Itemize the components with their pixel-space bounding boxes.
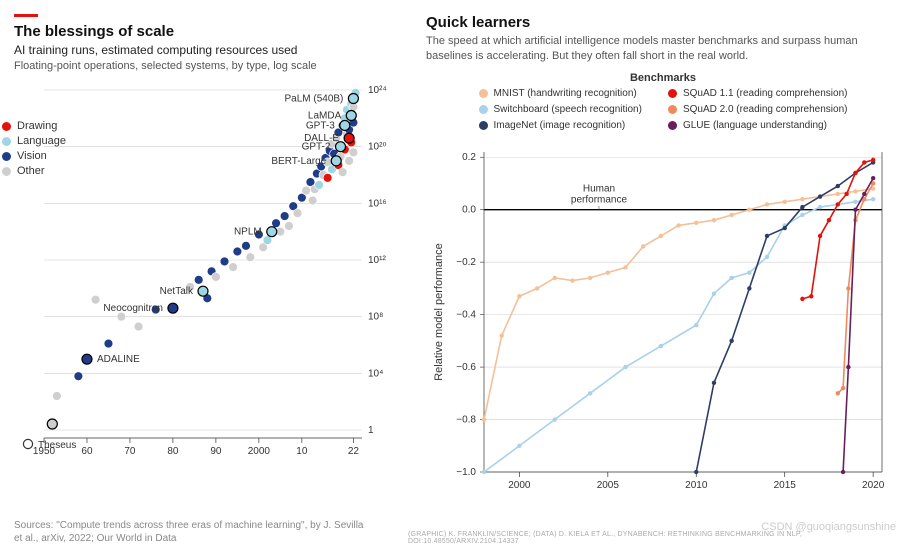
svg-text:ADALINE: ADALINE [97,354,140,365]
right-legend: Benchmarks MNIST (handwriting recognitio… [426,72,900,134]
svg-text:Relative model performance: Relative model performance [433,243,445,381]
legend-item: MNIST (handwriting recognition) [479,88,642,99]
left-panel: The blessings of scale AI training runs,… [0,0,408,551]
svg-text:Neocognitron: Neocognitron [103,303,162,314]
svg-text:1: 1 [368,425,374,436]
legend-item: Drawing [2,120,66,132]
svg-text:−0.6: −0.6 [456,362,476,373]
left-subtitle2: Floating-point operations, selected syst… [14,60,396,72]
left-legend: Drawing Language Vision Other [2,120,66,180]
svg-text:2020: 2020 [862,480,885,491]
legend-item: Vision [2,150,66,162]
legend-item: SQuAD 1.1 (reading comprehension) [668,88,848,99]
svg-text:Human: Human [583,183,615,194]
svg-text:80: 80 [167,446,179,457]
left-sources: Sources: "Compute trends across three er… [14,519,374,545]
svg-text:NPLM: NPLM [234,227,262,238]
svg-text:Theseus: Theseus [38,440,76,451]
right-subtitle: The speed at which artificial intelligen… [426,34,900,64]
left-subtitle: AI training runs, estimated computing re… [14,43,396,57]
svg-text:70: 70 [124,446,136,457]
svg-text:performance: performance [571,194,628,205]
svg-text:2005: 2005 [597,480,620,491]
svg-text:2000: 2000 [248,446,271,457]
svg-text:NetTalk: NetTalk [160,286,194,297]
svg-text:10⁴: 10⁴ [368,368,383,379]
legend-title: Benchmarks [426,72,900,84]
svg-text:−0.4: −0.4 [456,309,476,320]
svg-text:10⁸: 10⁸ [368,312,383,323]
svg-text:2000: 2000 [508,480,531,491]
watermark: CSDN @guoqiangsunshine [761,521,896,533]
svg-text:2010: 2010 [685,480,708,491]
svg-text:2015: 2015 [774,480,797,491]
legend-item: ImageNet (image recognition) [479,120,642,131]
svg-text:DALL-E: DALL-E [304,133,339,144]
svg-text:LaMDA: LaMDA [308,111,342,122]
svg-text:−1.0: −1.0 [456,467,476,478]
svg-text:90: 90 [210,446,222,457]
svg-text:−0.8: −0.8 [456,414,476,425]
svg-text:0.0: 0.0 [462,204,476,215]
right-title: Quick learners [426,14,900,31]
svg-text:10²⁰: 10²⁰ [368,142,386,153]
legend-item: Switchboard (speech recognition) [479,104,642,115]
scatter-chart: 110⁴10⁸10¹²10¹⁶10²⁰10²⁴19506070809020001… [14,80,396,460]
left-title: The blessings of scale [14,23,396,40]
svg-text:BERT-Large: BERT-Large [271,156,326,167]
svg-text:10¹⁶: 10¹⁶ [368,198,387,209]
legend-item: Language [2,135,66,147]
svg-text:10²⁴: 10²⁴ [368,85,387,96]
line-chart: −1.0 −0.8 −0.6 −0.4 −0.2 0.0 0.2 Humanperforman… [426,142,900,502]
legend-item: SQuAD 2.0 (reading comprehension) [668,104,848,115]
right-source: (GRAPHIC) K. FRANKLIN/SCIENCE; (DATA) D.… [408,531,900,545]
svg-text:PaLM (540B): PaLM (540B) [284,94,343,105]
right-panel: Quick learners The speed at which artifi… [408,0,920,551]
svg-text:10¹²: 10¹² [368,255,386,266]
legend-item: Other [2,165,66,177]
svg-text:−0.2: −0.2 [456,257,476,268]
svg-text:22: 22 [348,446,360,457]
svg-text:60: 60 [81,446,93,457]
svg-text:0.2: 0.2 [462,152,476,163]
legend-item: GLUE (language understanding) [668,120,848,131]
accent-bar [14,14,38,17]
svg-text:10: 10 [296,446,308,457]
svg-text:GPT-3: GPT-3 [306,120,335,131]
